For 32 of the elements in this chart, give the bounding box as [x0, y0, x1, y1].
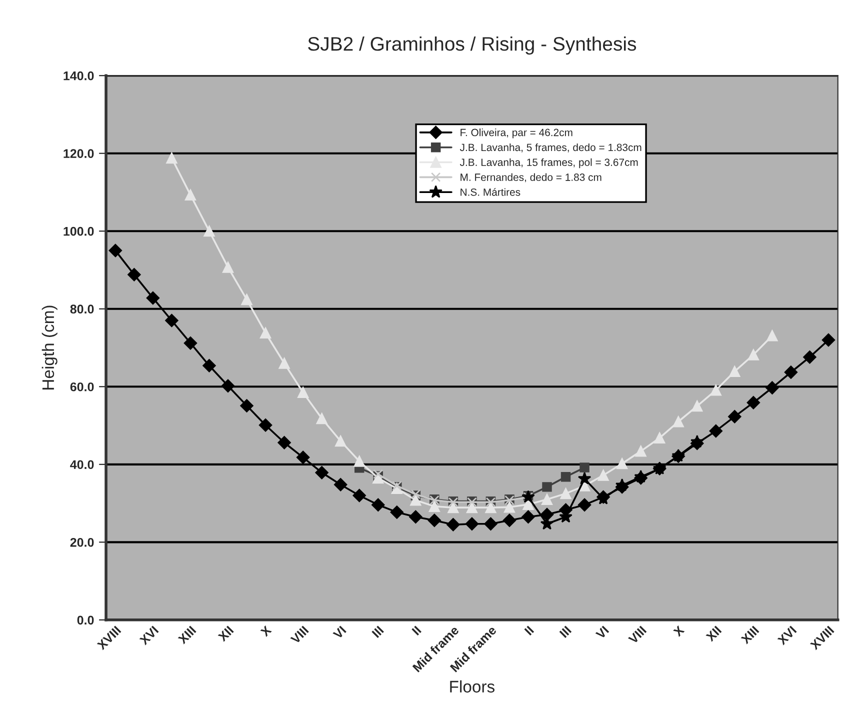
y-tick-label: 80.0: [70, 304, 94, 314]
y-tick-label: 120.0: [64, 149, 94, 158]
x-tick-label: II: [524, 626, 534, 636]
x-tick-label: XII: [705, 626, 722, 642]
x-tick-label: XIII: [740, 626, 760, 644]
legend-label: F. Oliveira, par = 46.2cm: [460, 128, 572, 138]
x-axis-title: Floors: [450, 680, 494, 693]
y-tick-label: 140.0: [64, 71, 94, 80]
x-tick-label: III: [559, 626, 572, 638]
x-tick-label: X: [672, 625, 685, 638]
chart-title: SJB2 / Graminhos / Rising - Synthesis: [308, 36, 636, 55]
x-tick-label: III: [372, 626, 384, 638]
x-tick-label: VI: [332, 626, 346, 640]
x-tick-label: VI: [595, 626, 610, 640]
x-tick-label: XII: [218, 626, 234, 642]
x-tick-label: VIII: [290, 626, 309, 644]
y-tick-label: 40.0: [70, 460, 94, 470]
y-tick-label: 0.0: [77, 616, 94, 625]
y-axis-title: Heigth (cm): [42, 306, 58, 390]
x-tick-label: II: [412, 626, 422, 636]
y-tick-label: 60.0: [70, 382, 94, 392]
legend-label: J.B. Lavanha, 15 frames, pol = 3.67cm: [460, 158, 638, 168]
legend-label: N.S. Mártires: [460, 188, 520, 196]
x-tick-label: X: [260, 625, 272, 638]
x-tick-label: VIII: [628, 626, 647, 644]
x-tick-label: XIII: [178, 626, 196, 644]
x-tick-label: XVI: [777, 626, 797, 646]
legend-label: M. Fernandes, dedo = 1.83 cm: [460, 173, 602, 182]
y-tick-label: 20.0: [70, 538, 94, 547]
legend-label: J.B. Lavanha, 5 frames, dedo = 1.83cm: [460, 143, 642, 152]
y-tick-label: 100.0: [64, 226, 94, 236]
x-tick-label: XVI: [139, 626, 159, 646]
